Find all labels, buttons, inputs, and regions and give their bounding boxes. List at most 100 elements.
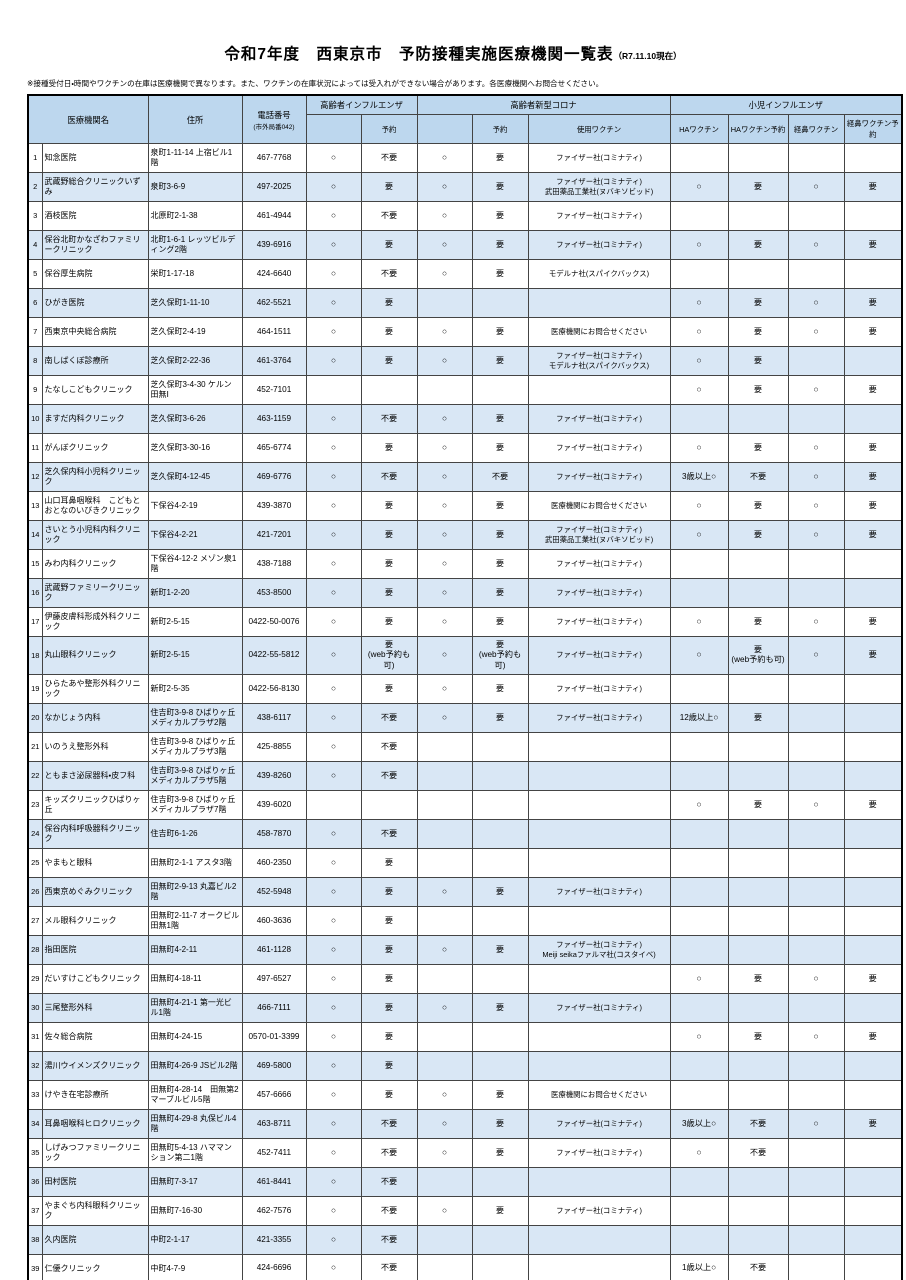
- ha-vaccine-reservation: 不要: [727, 462, 789, 492]
- clinic-name: 山口耳鼻咽喉科 こどもとおとなのいびきクリニック: [41, 491, 149, 521]
- table-row: 2 武蔵野総合クリニックいずみ 泉町3-6-9 497-2025 ○ 要 ○ 要ファイザー社(…: [27, 172, 903, 202]
- ha-vaccine-reservation: [727, 905, 789, 936]
- clinic-address: 田無町7-3-17: [147, 1166, 243, 1197]
- clinic-phone: 0422-55-5812: [241, 636, 307, 675]
- nasal-vaccine: [787, 905, 845, 936]
- nasal-vaccine-reservation: [843, 578, 903, 608]
- flu-available: ○: [305, 818, 362, 849]
- clinic-address: 田無町4-21-1 第一光ビル1階: [147, 992, 243, 1023]
- covid-vaccine-used: ファイザー社(コミナティ): [527, 673, 671, 704]
- clinic-name: しげみつファミリークリニック: [41, 1137, 149, 1168]
- covid-available: [416, 1166, 473, 1197]
- nasal-vaccine: [787, 1195, 845, 1226]
- clinic-phone: 460-3636: [241, 905, 307, 936]
- nasal-vaccine: [787, 847, 845, 878]
- ha-vaccine: ○: [669, 433, 729, 463]
- ha-vaccine-reservation: [727, 259, 789, 289]
- covid-reservation: [471, 731, 529, 762]
- table-row: 39 仁優クリニック 中町4-7-9 424-6696 ○ 不要 1歳以上○ 不要: [27, 1253, 903, 1280]
- table-row: 35 しげみつファミリークリニック 田無町5-4-13 ハママンション第二1階 452…: [27, 1137, 903, 1168]
- nasal-vaccine: ○: [787, 317, 845, 347]
- nasal-vaccine: [787, 992, 845, 1023]
- flu-reservation: 要: [360, 172, 418, 202]
- covid-vaccine-used: ファイザー社(コミナティ) 武田薬品工業社(ヌバキソビッド): [527, 172, 671, 202]
- nasal-vaccine: ○: [787, 607, 845, 637]
- flu-reservation: 不要: [360, 1166, 418, 1197]
- clinic-name: 酒枝医院: [41, 201, 149, 231]
- nasal-vaccine-reservation: 要: [843, 375, 903, 405]
- nasal-vaccine-reservation: [843, 905, 903, 936]
- covid-reservation: 要: [471, 172, 529, 202]
- covid-reservation: 要: [471, 607, 529, 637]
- ha-vaccine-reservation: 要: [727, 491, 789, 521]
- ha-vaccine: ○: [669, 1021, 729, 1052]
- nasal-vaccine: [787, 673, 845, 704]
- covid-vaccine-used: [527, 963, 671, 994]
- clinic-address: 新町1-2-20: [147, 578, 243, 608]
- clinic-name: 田村医院: [41, 1166, 149, 1197]
- nasal-vaccine: [787, 549, 845, 579]
- row-number: 13: [27, 491, 43, 521]
- nasal-vaccine-reservation: 要: [843, 462, 903, 492]
- clinic-address: 芝久保町1-11-10: [147, 288, 243, 318]
- covid-vaccine-used: ファイザー社(コミナティ): [527, 578, 671, 608]
- clinic-phone: 0422-56-8130: [241, 673, 307, 704]
- flu-available: [305, 789, 362, 820]
- clinic-name: 武蔵野総合クリニックいずみ: [41, 172, 149, 202]
- covid-vaccine-used: [527, 1253, 671, 1280]
- covid-vaccine-used: 医療機関にお問合せください: [527, 491, 671, 521]
- ha-vaccine: ○: [669, 607, 729, 637]
- nasal-vaccine-reservation: [843, 143, 903, 173]
- clinic-name: けやき在宅診療所: [41, 1079, 149, 1110]
- covid-reservation: [471, 375, 529, 405]
- clinic-phone: 421-7201: [241, 520, 307, 550]
- covid-available: [416, 905, 473, 936]
- nasal-vaccine: ○: [787, 636, 845, 675]
- table-row: 5 保谷厚生病院 栄町1-17-18 424-6640 ○ 不要 ○ 要モデルナ社(スパイクバ…: [27, 259, 903, 289]
- ha-vaccine: [669, 992, 729, 1023]
- covid-available: [416, 1050, 473, 1081]
- clinic-address: 北町1-6-1 レッツビルディング2階: [147, 230, 243, 260]
- covid-reservation: 要: [471, 1108, 529, 1139]
- covid-vaccine-used: モデルナ社(スパイクバックス): [527, 259, 671, 289]
- covid-vaccine-used: ファイザー社(コミナティ): [527, 1137, 671, 1168]
- covid-reservation: 要: [471, 201, 529, 231]
- row-number: 11: [27, 433, 43, 463]
- clinic-address: 下保谷4-12-2 メゾン泉1階: [147, 549, 243, 579]
- clinic-name: 三尾整形外科: [41, 992, 149, 1023]
- table-row: 17 伊藤皮膚科形成外科クリニック 新町2-5-15 0422-50-0076 ○ 要 ○ 要…: [27, 607, 903, 637]
- nasal-vaccine-reservation: 要: [843, 230, 903, 260]
- nasal-vaccine: ○: [787, 462, 845, 492]
- ha-vaccine-reservation: 要: [727, 702, 789, 733]
- flu-available: [305, 375, 362, 405]
- flu-available: ○: [305, 992, 362, 1023]
- row-number: 17: [27, 607, 43, 637]
- ha-vaccine: [669, 259, 729, 289]
- clinic-address: 芝久保町3-30-16: [147, 433, 243, 463]
- row-number: 35: [27, 1137, 43, 1168]
- covid-reservation: [471, 1021, 529, 1052]
- flu-available: ○: [305, 259, 362, 289]
- clinic-phone: 467-7768: [241, 143, 307, 173]
- ha-vaccine-reservation: [727, 549, 789, 579]
- covid-vaccine-used: ファイザー社(コミナティ): [527, 607, 671, 637]
- ha-vaccine: ○: [669, 317, 729, 347]
- covid-vaccine-used: [527, 789, 671, 820]
- flu-reservation: 要: [360, 673, 418, 704]
- clinic-address: 下保谷4-2-21: [147, 520, 243, 550]
- clinic-address: 田無町4-18-11: [147, 963, 243, 994]
- table-row: 19 ひらたあや整形外科クリニック 新町2-5-35 0422-56-8130 ○ 要 ○ 要…: [27, 673, 903, 704]
- ha-vaccine: [669, 673, 729, 704]
- covid-available: [416, 818, 473, 849]
- covid-available: ○: [416, 636, 473, 675]
- clinic-phone: 463-8711: [241, 1108, 307, 1139]
- clinic-name: やまもと眼科: [41, 847, 149, 878]
- flu-available: ○: [305, 404, 362, 434]
- nasal-vaccine-reservation: [843, 876, 903, 907]
- covid-available: [416, 760, 473, 791]
- flu-available: ○: [305, 1079, 362, 1110]
- ha-vaccine-reservation: [727, 578, 789, 608]
- ha-vaccine-reservation: [727, 992, 789, 1023]
- nasal-vaccine-reservation: 要: [843, 607, 903, 637]
